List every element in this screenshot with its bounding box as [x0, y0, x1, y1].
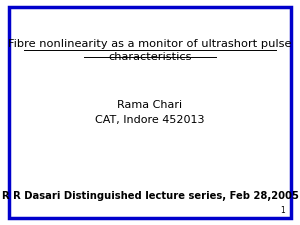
Text: 1: 1	[280, 206, 285, 215]
Text: Fibre nonlinearity as a monitor of ultrashort pulse
characteristics: Fibre nonlinearity as a monitor of ultra…	[8, 39, 292, 62]
Text: R R Dasari Distinguished lecture series, Feb 28,2005: R R Dasari Distinguished lecture series,…	[2, 191, 298, 201]
Text: Rama Chari
CAT, Indore 452013: Rama Chari CAT, Indore 452013	[95, 101, 205, 124]
